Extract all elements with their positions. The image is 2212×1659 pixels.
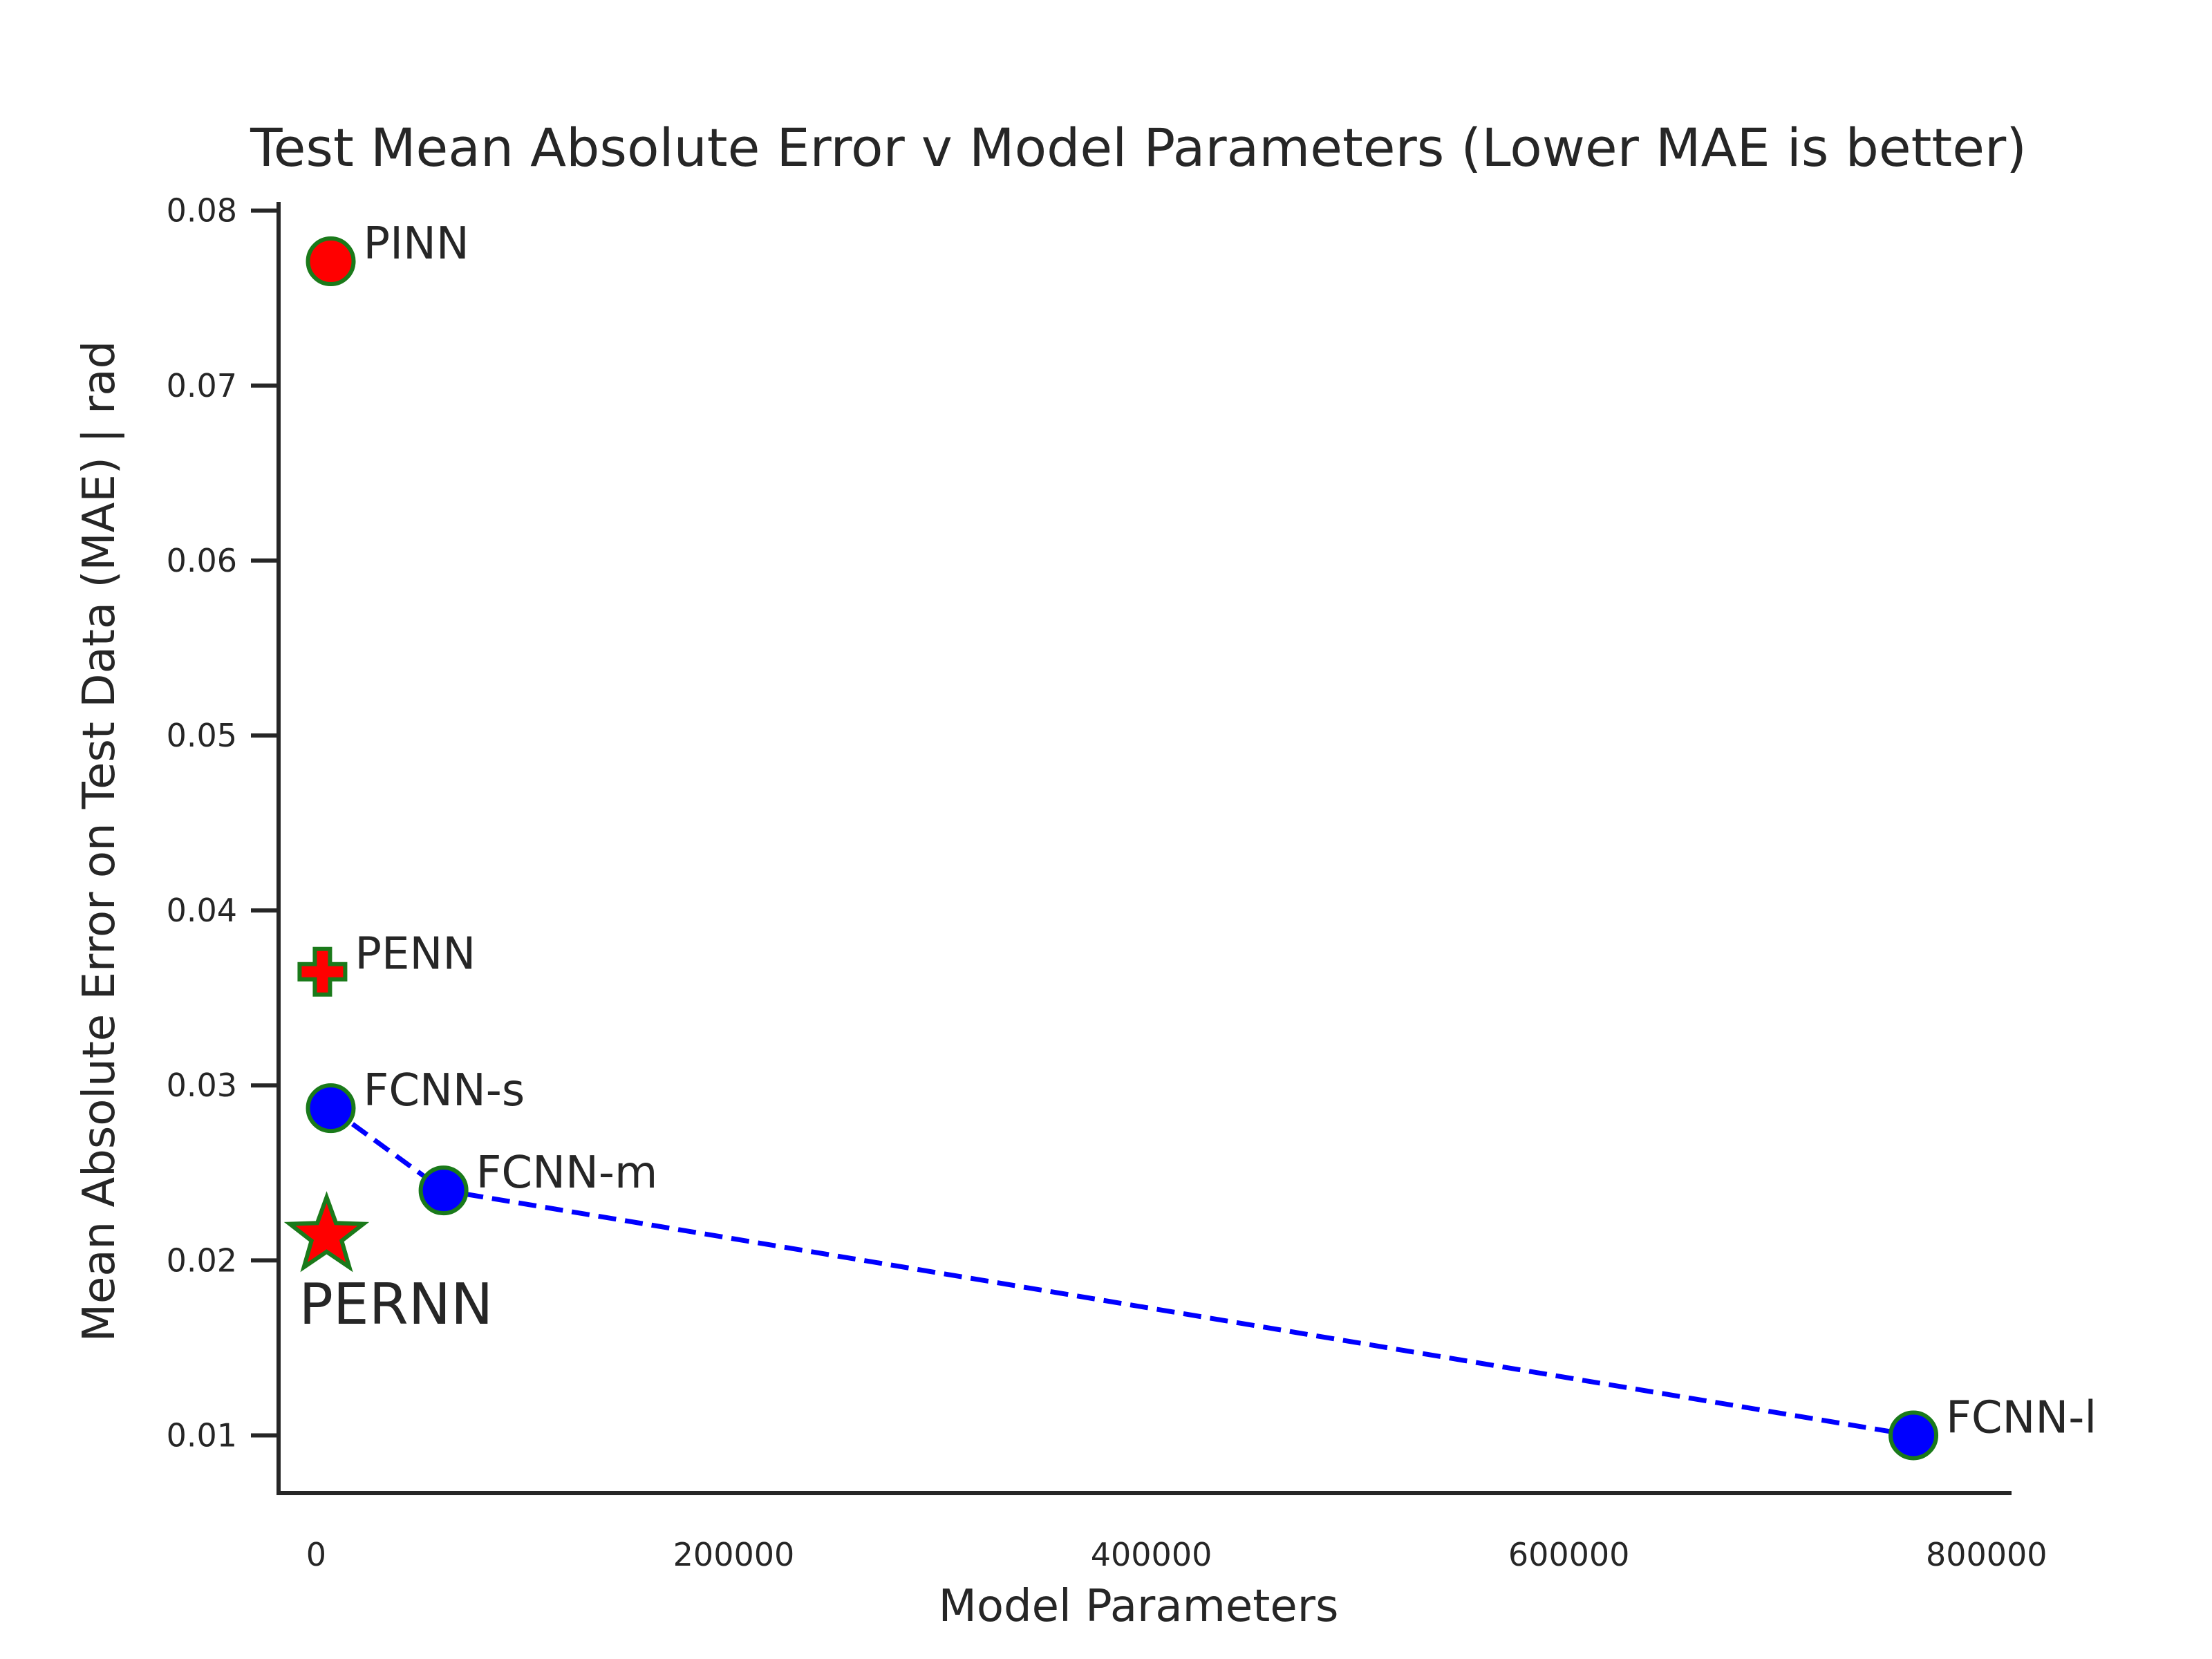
y-tick-label: 0.01 [167,1416,237,1454]
fcnn-m-label: FCNN-m [476,1147,658,1199]
chart-title: Test Mean Absolute Error v Model Paramet… [250,117,2027,178]
y-tick-label: 0.04 [167,892,237,929]
y-tick-label: 0.05 [167,717,237,754]
x-tick-label: 200000 [673,1536,795,1573]
point-labels: PINN PENN FCNN-s FCNN-m PERNN FCNN-l [299,218,2097,1443]
y-tick-label: 0.07 [167,367,237,404]
pinn-marker [306,236,356,287]
pernn-marker [283,1191,370,1273]
y-axis-ticks: 0.01 0.02 0.03 0.04 0.05 0.06 0.07 0.08 [167,192,279,1454]
fcnn-s-label: FCNN-s [364,1065,525,1116]
y-tick-label: 0.03 [167,1067,237,1104]
x-tick-label: 800000 [1926,1536,2047,1573]
y-tick-label: 0.06 [167,542,237,579]
y-tick-label: 0.08 [167,192,237,229]
x-tick-label: 600000 [1508,1536,1630,1573]
x-axis-label: Model Parameters [939,1581,1339,1632]
axes [276,202,2012,1495]
pinn-label: PINN [364,218,469,270]
pernn-label: PERNN [299,1272,493,1338]
x-tick-label: 400000 [1091,1536,1212,1573]
x-axis-ticks: 0 200000 400000 600000 800000 [306,1536,2047,1573]
data-points [283,236,1939,1461]
fcnn-l-label: FCNN-l [1946,1392,2097,1443]
fcnn-m-marker [418,1165,469,1216]
y-tick-label: 0.02 [167,1241,237,1279]
penn-label: PENN [355,929,476,980]
penn-marker [297,946,348,997]
fcnn-s-marker [306,1083,356,1134]
x-tick-label: 0 [306,1536,326,1573]
y-axis-label: Mean Absolute Error on Test Data (MAE) |… [74,341,125,1342]
fcnn-l-marker [1888,1410,1939,1461]
